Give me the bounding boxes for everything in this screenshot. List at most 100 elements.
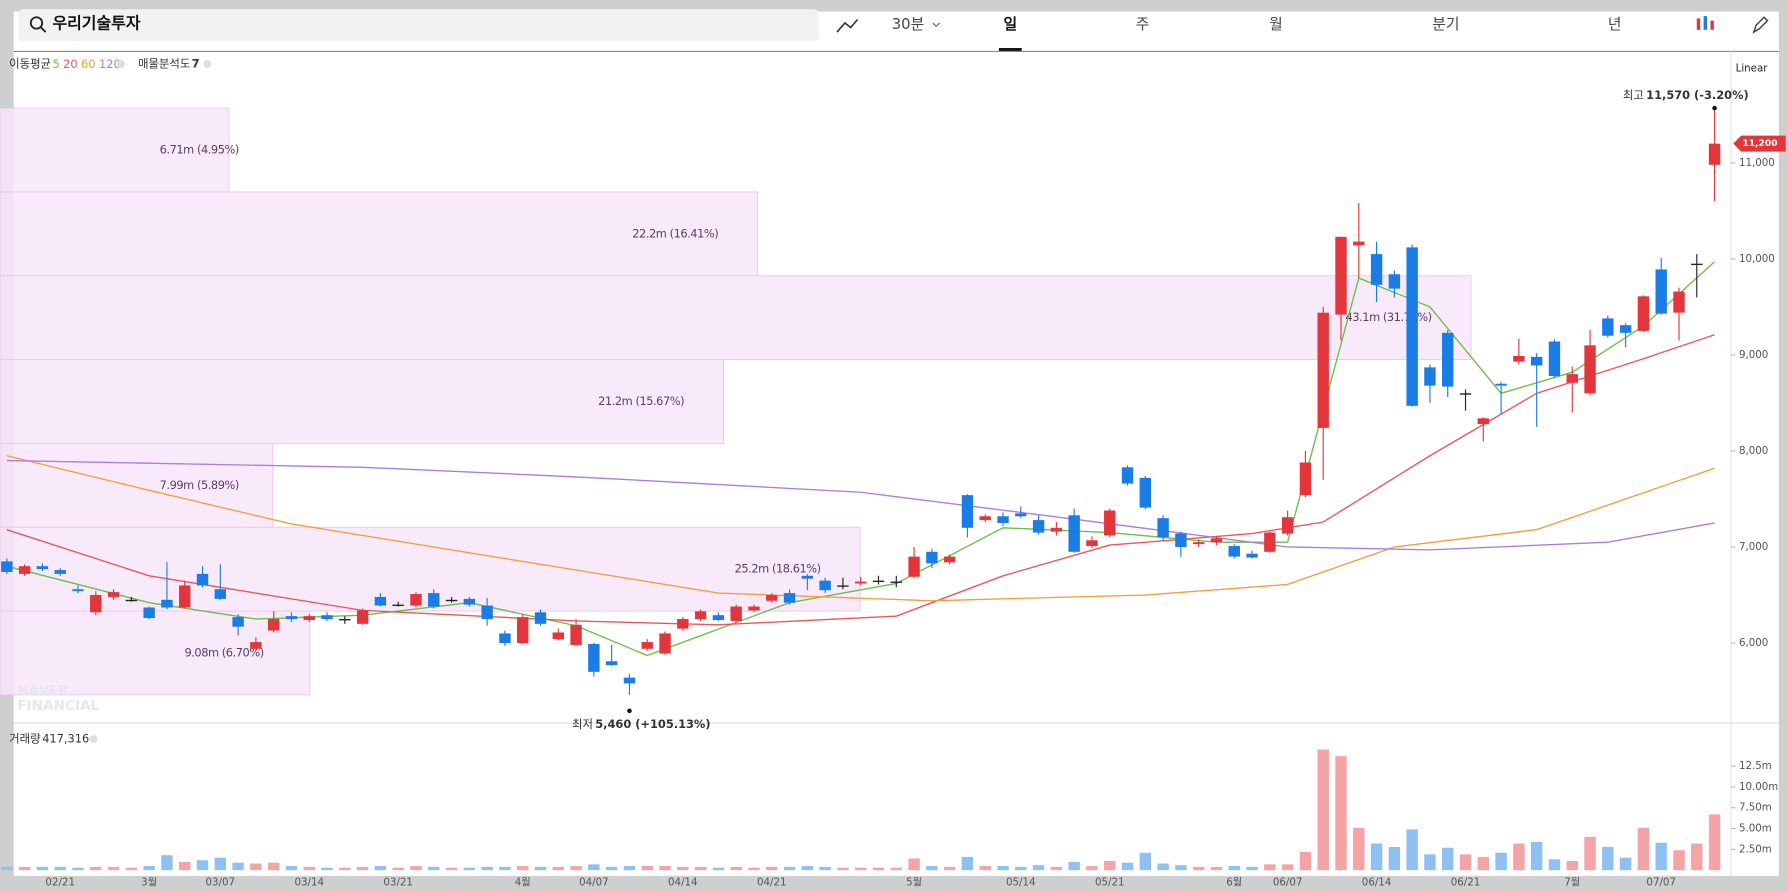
candle-body <box>605 661 618 666</box>
candle-body <box>1370 254 1383 285</box>
candle-body <box>1086 540 1098 547</box>
tab[interactable]: 주 <box>1136 16 1150 33</box>
volume-bar <box>410 866 422 871</box>
chevron <box>932 22 941 28</box>
x-tick-label: 4월 <box>515 877 531 889</box>
volume-bar <box>570 866 582 871</box>
volume-bar <box>908 858 920 871</box>
volume-bar <box>1673 850 1685 871</box>
candle-body <box>534 612 547 624</box>
volume-bar <box>445 867 458 871</box>
x-tick-label: 04/14 <box>668 877 698 889</box>
candle-body <box>1032 520 1045 533</box>
profile-band <box>0 275 1472 361</box>
volume-bar <box>143 866 155 871</box>
volume-bar <box>107 866 120 871</box>
volume-bar <box>517 866 529 871</box>
volume-value: 417,316 <box>42 732 89 746</box>
candle-body <box>1157 518 1169 538</box>
volume-bar <box>1691 843 1703 871</box>
profile-count: 7 <box>192 56 200 70</box>
candle-body <box>570 624 582 645</box>
candle-body <box>677 619 689 629</box>
tab[interactable]: 분기 <box>1432 16 1459 33</box>
candle-body <box>1353 241 1365 246</box>
search-box[interactable] <box>18 9 819 42</box>
candle-icon[interactable] <box>1696 16 1714 30</box>
volume-bar <box>926 866 938 871</box>
candle-body <box>1548 341 1561 377</box>
candle-body <box>285 616 298 620</box>
x-tick-label: 04/21 <box>757 877 787 889</box>
volume-bar <box>819 866 831 871</box>
candle-body <box>1619 325 1632 333</box>
candle-body <box>1068 515 1080 552</box>
candle-body <box>659 633 671 654</box>
candle-body <box>1442 332 1454 387</box>
volume-bar <box>1086 866 1098 871</box>
volume-bar <box>1655 842 1667 871</box>
candle-body <box>694 611 707 620</box>
x-tick-label: 6월 <box>1226 877 1242 889</box>
profile-label: 6.71m (4.95%) <box>160 143 239 157</box>
volume-bar <box>1 866 13 871</box>
x-tick-label: 06/14 <box>1362 877 1392 889</box>
candle-body <box>1513 355 1525 362</box>
volume-bar <box>1335 756 1347 871</box>
tab[interactable]: 년 <box>1608 16 1622 33</box>
y-tick-label: 9,000 <box>1739 349 1768 361</box>
candle-body <box>1104 510 1116 536</box>
candle-body <box>179 585 191 608</box>
low-label: 5,460 (+105.13%) <box>595 717 710 731</box>
volume-bar <box>1015 866 1027 871</box>
y-tick-label: 7,000 <box>1739 541 1768 553</box>
volume-tick-label: 12.5m <box>1739 760 1772 772</box>
candle-body <box>819 580 831 591</box>
volume-bar <box>1459 854 1472 871</box>
x-tick-label: 03/21 <box>383 877 413 889</box>
volume-tick-label: 7.50m <box>1739 802 1772 814</box>
candle-body <box>1637 296 1650 331</box>
close-icon[interactable] <box>116 60 125 68</box>
candle-body <box>499 633 511 644</box>
interval-select[interactable]: 30분 <box>892 16 924 33</box>
chart-style-button[interactable] <box>836 19 859 33</box>
x-tick-label: 07/07 <box>1646 877 1676 889</box>
volume-bar <box>1139 852 1152 871</box>
candle-body <box>1406 247 1418 406</box>
x-tick-label: 5월 <box>906 877 922 889</box>
volume-bar <box>1602 846 1614 871</box>
y-tick-label: 6,000 <box>1739 637 1768 649</box>
volume-bar <box>1317 749 1329 871</box>
volume-bar <box>303 866 315 871</box>
x-tick-label: 04/07 <box>579 877 609 889</box>
volume-bar <box>161 855 173 871</box>
scale-mode[interactable]: Linear <box>1736 63 1769 75</box>
profile-band <box>0 359 725 444</box>
profile-band <box>0 442 274 528</box>
candle-body <box>1655 269 1667 314</box>
volume-bar <box>285 866 298 871</box>
volume-bar <box>72 867 84 871</box>
volume-tick-label: 2.50m <box>1739 843 1772 855</box>
volume-bar <box>1495 852 1507 871</box>
tab[interactable]: 월 <box>1269 16 1283 33</box>
candle-body <box>392 604 404 606</box>
candle-body <box>943 556 956 563</box>
x-tick-label: 02/21 <box>45 877 75 889</box>
draw-button[interactable] <box>1752 16 1769 34</box>
candle-body <box>196 573 209 586</box>
candle-body <box>712 615 725 620</box>
candle-body <box>1228 546 1240 557</box>
candle-body <box>1192 542 1205 545</box>
close-icon[interactable] <box>203 60 212 68</box>
volume-bar <box>588 864 600 871</box>
volume-bar <box>855 867 867 871</box>
volume-bar <box>605 866 618 871</box>
search-text[interactable]: 우리기술투자 <box>52 14 140 33</box>
candle-body <box>1050 527 1063 532</box>
close-icon[interactable] <box>89 735 98 744</box>
price-badge-label: 11,200 <box>1742 139 1777 149</box>
tab[interactable]: 일 <box>1003 16 1017 33</box>
